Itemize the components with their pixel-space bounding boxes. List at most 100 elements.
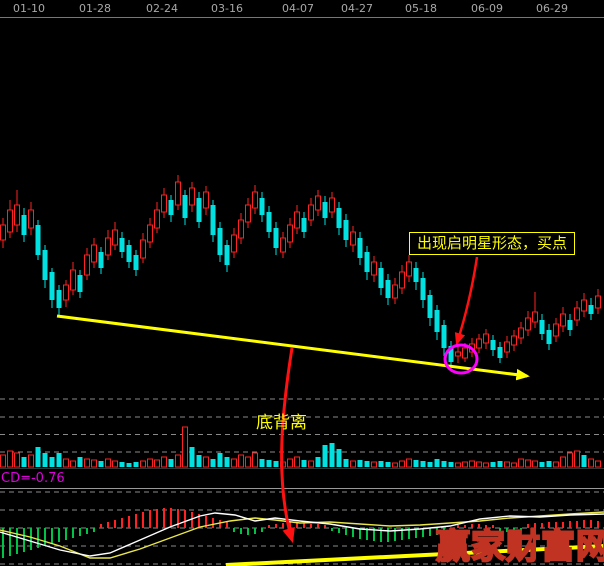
candle: [35, 225, 41, 255]
candle: [455, 351, 461, 357]
axis-date-label: 06-29: [536, 2, 568, 15]
candle: [196, 198, 202, 222]
divergence-label: 底背离: [256, 413, 307, 433]
volume-bar: [294, 456, 300, 468]
volume-bar: [427, 462, 433, 467]
volume-bar: [560, 456, 566, 468]
pane-separators: [0, 17, 604, 489]
volume-bar: [343, 459, 349, 467]
candle: [448, 346, 454, 362]
dif-line: [0, 512, 604, 557]
candle: [301, 218, 307, 232]
volume-bar: [42, 453, 48, 467]
volume-bar: [203, 456, 209, 468]
volume-bar: [434, 459, 440, 467]
candle: [315, 195, 321, 211]
volume-bar: [245, 456, 251, 468]
volume-bar: [14, 452, 20, 468]
candle: [406, 261, 412, 277]
volume-bar: [77, 457, 83, 467]
candle: [532, 311, 538, 323]
volume-bar: [497, 461, 503, 467]
volume-bar: [322, 445, 328, 467]
candle: [539, 320, 545, 334]
candle: [427, 295, 433, 318]
volume-bar: [154, 459, 160, 468]
candle: [119, 238, 125, 252]
buy-point-circle: [443, 343, 479, 375]
candle: [462, 347, 468, 359]
candle: [91, 244, 97, 263]
volume-bar: [224, 457, 230, 467]
candle: [392, 284, 398, 299]
volume-bar: [133, 462, 139, 467]
axis-date-label: 02-24: [146, 2, 178, 15]
volume-bar: [588, 458, 594, 468]
candle: [231, 234, 237, 253]
candle: [175, 181, 181, 206]
volume-bar: [21, 457, 27, 467]
macd-histogram: [2, 508, 599, 558]
volume-bar: [112, 460, 118, 468]
axis-date-label: 01-10: [13, 2, 45, 15]
candle: [399, 271, 405, 289]
macd-support-line: [225, 544, 604, 566]
candle: [287, 224, 293, 243]
candle: [441, 325, 447, 348]
candle: [224, 245, 230, 265]
candle: [203, 191, 209, 209]
volume-bar: [595, 460, 601, 468]
candle: [266, 212, 272, 232]
candle: [273, 228, 279, 248]
buy-point-annotation: 出现启明星形态，买点: [409, 232, 575, 255]
volume-bar: [420, 461, 426, 467]
volume-bar: [182, 426, 188, 468]
volume-bar: [476, 461, 482, 468]
volume-bar: [91, 459, 97, 468]
candle: [378, 268, 384, 288]
volume-bar: [161, 456, 167, 468]
volume-bar: [49, 457, 55, 467]
volume-bar: [574, 450, 580, 468]
volume-bar: [308, 460, 314, 468]
volume-bar: [7, 450, 13, 468]
volume-bar: [539, 462, 545, 467]
volume-bar: [0, 454, 6, 468]
axis-date-label: 01-28: [79, 2, 111, 15]
volume-bar: [462, 461, 468, 468]
candle: [49, 272, 55, 300]
candle: [518, 327, 524, 339]
candle: [7, 209, 13, 233]
candle: [147, 224, 153, 243]
candle: [420, 278, 426, 300]
candle: [77, 275, 83, 292]
volume-bar: [329, 443, 335, 467]
candle: [504, 341, 510, 353]
candle: [294, 211, 300, 229]
candle: [140, 239, 146, 259]
candle: [364, 252, 370, 272]
volume-bar: [210, 459, 216, 467]
volume-bar: [581, 455, 587, 467]
candle: [259, 198, 265, 215]
candle: [595, 295, 601, 309]
volume-bar: [357, 460, 363, 467]
candle: [546, 330, 552, 344]
candle: [350, 231, 356, 246]
candle: [252, 191, 258, 209]
volume-bar: [406, 458, 412, 468]
candle: [581, 299, 587, 312]
candle: [63, 284, 69, 301]
volume-bar: [455, 462, 461, 468]
divergence-arrow: [280, 347, 295, 544]
buy-point-arrow: [454, 256, 479, 346]
volume-bar: [196, 455, 202, 467]
volume-bar: [413, 460, 419, 467]
volume-bar: [238, 454, 244, 468]
candle: [371, 261, 377, 276]
site-watermark: 赢家财富网: [435, 526, 604, 566]
candle: [280, 237, 286, 253]
candle: [14, 204, 20, 226]
axis-date-label: 05-18: [405, 2, 437, 15]
